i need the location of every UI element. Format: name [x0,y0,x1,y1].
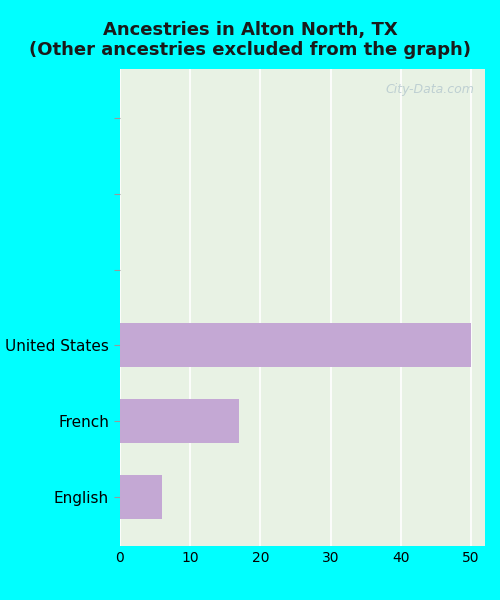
Text: Ancestries in Alton North, TX: Ancestries in Alton North, TX [102,21,398,39]
Bar [120,399,240,443]
Text: City-Data.com: City-Data.com [385,83,474,97]
Bar [120,475,162,519]
Text: (Other ancestries excluded from the graph): (Other ancestries excluded from the grap… [29,41,471,59]
Bar [120,323,471,367]
